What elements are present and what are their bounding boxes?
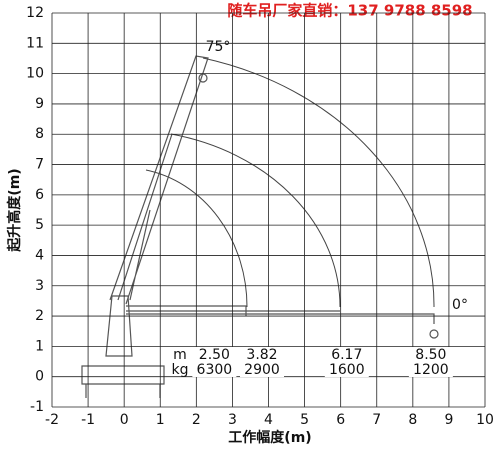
radius-label: 3.82 (246, 347, 277, 363)
y-tick-label: 1 (35, 338, 44, 354)
y-tick-label: 6 (35, 187, 44, 203)
label-bg (408, 347, 453, 377)
x-tick-label: 5 (300, 412, 309, 428)
radius-label: 6.17 (331, 347, 362, 363)
load-value: 1200 (413, 362, 449, 378)
crane-drawing (81, 55, 439, 398)
y-tick-label: 5 (35, 217, 44, 233)
y-tick-label: 10 (26, 66, 44, 82)
y-tick-label: 11 (26, 35, 44, 51)
y-tick-label: 7 (35, 157, 44, 173)
y-tick-label: 2 (35, 308, 44, 324)
y-tick-label: 0 (35, 369, 44, 385)
x-axis-label: 工作幅度(m) (228, 429, 311, 446)
arc-mid (170, 133, 341, 308)
x-tick-label: 7 (372, 412, 381, 428)
y-tick-label: 4 (35, 247, 44, 263)
x-tick-label: 1 (156, 412, 165, 428)
angle-label: 0° (452, 297, 468, 313)
load-value: 6300 (197, 362, 233, 378)
x-tick-label: 2 (192, 412, 201, 428)
y-tick-label: 12 (26, 5, 44, 21)
x-tick-label: 9 (444, 412, 453, 428)
arc-75 (202, 57, 435, 308)
label-bg (240, 347, 285, 377)
radius-label: 8.50 (415, 347, 446, 363)
x-tick-label: -2 (45, 412, 59, 428)
table-row-label: kg (172, 362, 189, 378)
angle-label: 75° (206, 39, 231, 55)
label-bg (192, 347, 237, 377)
x-tick-label: 4 (264, 412, 273, 428)
x-tick-label: 3 (228, 412, 237, 428)
y-tick-label: 3 (35, 278, 44, 294)
radius-label: 2.50 (199, 347, 230, 363)
y-tick-label: 8 (35, 126, 44, 142)
y-axis-label: 起升高度(m) (6, 168, 23, 252)
x-tick-label: 10 (476, 412, 494, 428)
hook (429, 329, 439, 339)
x-tick-label: 0 (120, 412, 129, 428)
label-bg (324, 347, 369, 377)
y-tick-label: 9 (35, 96, 44, 112)
load-value: 2900 (244, 362, 280, 378)
x-tick-label: 6 (336, 412, 345, 428)
y-tick-label: -1 (30, 399, 44, 415)
x-tick-label: -1 (81, 412, 95, 428)
title: 随车吊厂家直销：137 9788 8598 (227, 2, 472, 20)
load-value: 1600 (329, 362, 365, 378)
table-row-label: m (173, 347, 187, 363)
crane-base (81, 295, 165, 398)
x-tick-label: 8 (408, 412, 417, 428)
